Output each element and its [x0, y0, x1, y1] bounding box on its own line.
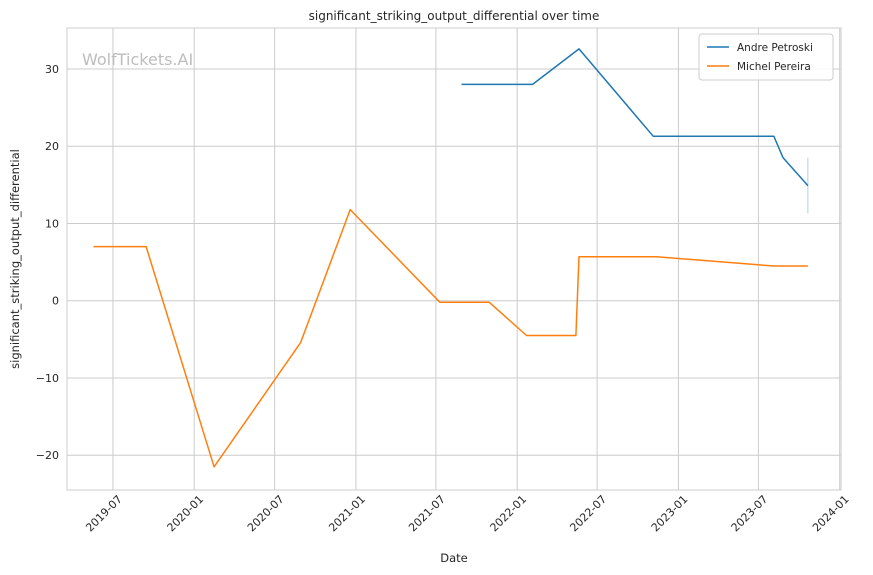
data-point: [213, 465, 216, 468]
data-point: [488, 301, 491, 304]
legend-box: [698, 33, 834, 81]
data-point: [299, 341, 302, 344]
y-axis-ticks: −20 −10 0 10 20 30: [36, 63, 59, 462]
grid: [67, 28, 841, 490]
x-tick-label: 2021-07: [406, 493, 448, 535]
data-point: [772, 264, 775, 267]
data-point: [652, 135, 655, 138]
legend: Andre Petroski Michel Pereira: [698, 33, 834, 81]
legend-entry: Michel Pereira: [737, 61, 811, 73]
data-point: [92, 245, 95, 248]
data-point: [145, 245, 148, 248]
x-tick-label: 2021-01: [326, 493, 368, 535]
data-point: [525, 334, 528, 337]
x-tick-label: 2022-07: [567, 493, 609, 535]
series-layer: [92, 47, 809, 468]
data-point: [806, 264, 809, 267]
x-tick-label: 2019-07: [83, 493, 125, 535]
y-tick-label: −10: [36, 372, 59, 385]
data-point: [578, 255, 581, 258]
x-axis-ticks: 2019-07 2020-01 2020-07 2021-01 2021-07 2022-…: [83, 493, 851, 535]
data-point: [578, 47, 581, 50]
y-tick-label: −20: [36, 449, 59, 462]
data-point: [460, 83, 463, 86]
x-tick-label: 2022-01: [487, 493, 529, 535]
y-axis-title: significant_striking_output_differential: [8, 149, 22, 369]
series-line-1: [93, 208, 808, 468]
x-tick-label: 2024-01: [810, 493, 852, 535]
data-point: [655, 255, 658, 258]
data-point: [782, 156, 785, 159]
y-tick-label: 10: [45, 217, 59, 230]
series-line-0: [461, 48, 809, 187]
x-tick-label: 2023-01: [649, 493, 691, 535]
data-point: [806, 184, 809, 187]
data-point: [349, 208, 352, 211]
y-tick-label: 30: [45, 63, 59, 76]
legend-entry: Andre Petroski: [737, 42, 813, 54]
chart-title: significant_striking_output_differential…: [309, 9, 600, 23]
data-point: [438, 301, 441, 304]
data-point: [531, 83, 534, 86]
x-tick-label: 2020-07: [245, 493, 287, 535]
data-point: [574, 334, 577, 337]
watermark: WolfTickets.AI: [82, 50, 193, 69]
data-point: [772, 135, 775, 138]
x-tick-label: 2023-07: [729, 493, 771, 535]
y-tick-label: 0: [52, 295, 59, 308]
y-tick-label: 20: [45, 140, 59, 153]
x-tick-label: 2020-01: [165, 493, 207, 535]
x-axis-title: Date: [440, 551, 468, 565]
plot-frame: [66, 27, 842, 491]
